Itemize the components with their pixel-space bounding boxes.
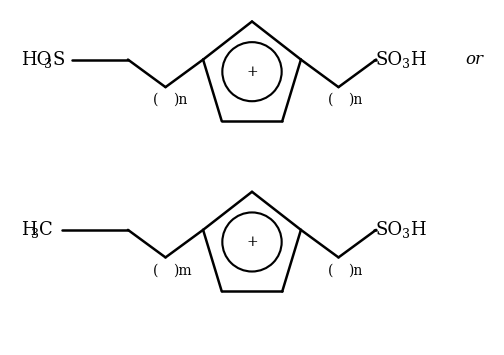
Text: +: + <box>246 235 258 249</box>
Text: (: ( <box>328 263 333 277</box>
Text: 3: 3 <box>402 228 410 241</box>
Text: +: + <box>246 65 258 79</box>
Text: HO: HO <box>21 50 51 69</box>
Text: )n: )n <box>348 93 363 107</box>
Text: (: ( <box>328 93 333 107</box>
Text: SO: SO <box>375 221 403 239</box>
Text: )n: )n <box>173 93 188 107</box>
Text: SO: SO <box>375 50 403 69</box>
Text: (: ( <box>153 263 158 277</box>
Text: or: or <box>466 51 484 68</box>
Text: C: C <box>39 221 53 239</box>
Text: (: ( <box>153 93 158 107</box>
Text: S: S <box>52 50 65 69</box>
Text: H: H <box>410 50 426 69</box>
Text: 3: 3 <box>31 228 39 241</box>
Text: )n: )n <box>348 263 363 277</box>
Text: H: H <box>21 221 36 239</box>
Text: 3: 3 <box>44 58 52 71</box>
Text: 3: 3 <box>402 58 410 71</box>
Text: H: H <box>410 221 426 239</box>
Text: )m: )m <box>173 263 192 277</box>
